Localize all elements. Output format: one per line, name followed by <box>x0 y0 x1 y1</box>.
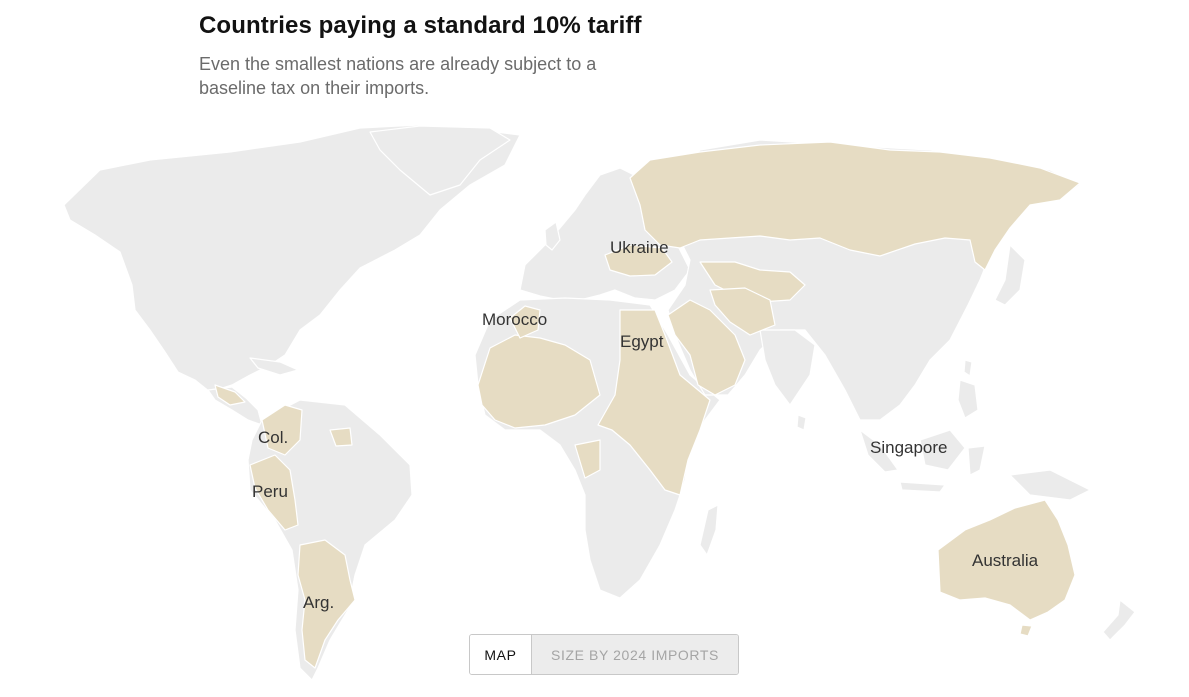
central-africa-shape <box>574 439 601 479</box>
label-australia: Australia <box>972 551 1039 570</box>
uk <box>544 221 561 251</box>
label-peru: Peru <box>252 482 288 501</box>
java <box>899 481 946 493</box>
sumatra <box>859 429 899 473</box>
north-america <box>63 124 521 393</box>
chart-title: Countries paying a standard 10% tariff <box>199 12 642 39</box>
philippines <box>957 379 979 419</box>
madagascar <box>699 504 719 556</box>
australia-shape <box>937 499 1076 621</box>
colombia-shape <box>261 404 303 456</box>
russia-shape <box>629 141 1081 271</box>
west-africa-shape <box>477 334 601 429</box>
arabia-shape <box>667 299 746 396</box>
india <box>759 329 816 406</box>
borneo <box>919 429 966 471</box>
morocco-shape <box>509 305 541 339</box>
chart-subtitle: Even the smallest nations are already su… <box>199 54 597 98</box>
imports-view-button[interactable]: SIZE BY 2024 IMPORTS <box>531 635 738 674</box>
greenland <box>369 125 511 196</box>
ukraine-shape <box>604 244 673 277</box>
label-ukraine: Ukraine <box>610 238 669 257</box>
venezuela-shape <box>329 427 353 447</box>
new-zealand <box>1102 599 1136 641</box>
sulawesi <box>967 445 986 476</box>
peru-shape <box>249 454 299 531</box>
tasmania-shape <box>1019 624 1033 637</box>
label-morocco: Morocco <box>482 310 548 329</box>
caribbean <box>249 357 299 376</box>
new-guinea <box>1009 469 1091 501</box>
view-toggle: MAP SIZE BY 2024 IMPORTS <box>469 634 739 675</box>
map-view-button[interactable]: MAP <box>470 635 531 674</box>
sri-lanka <box>796 414 807 431</box>
central-america-shape <box>214 384 246 406</box>
label-singapore: Singapore <box>870 438 948 457</box>
label-colombia: Col. <box>258 428 289 447</box>
japan <box>994 244 1026 306</box>
label-argentina: Arg. <box>303 593 335 612</box>
taiwan <box>963 359 973 377</box>
argentina-shape <box>297 539 356 669</box>
egypt-east-africa-shape <box>597 309 711 496</box>
label-egypt: Egypt <box>620 332 664 351</box>
iran-shape <box>709 287 776 336</box>
